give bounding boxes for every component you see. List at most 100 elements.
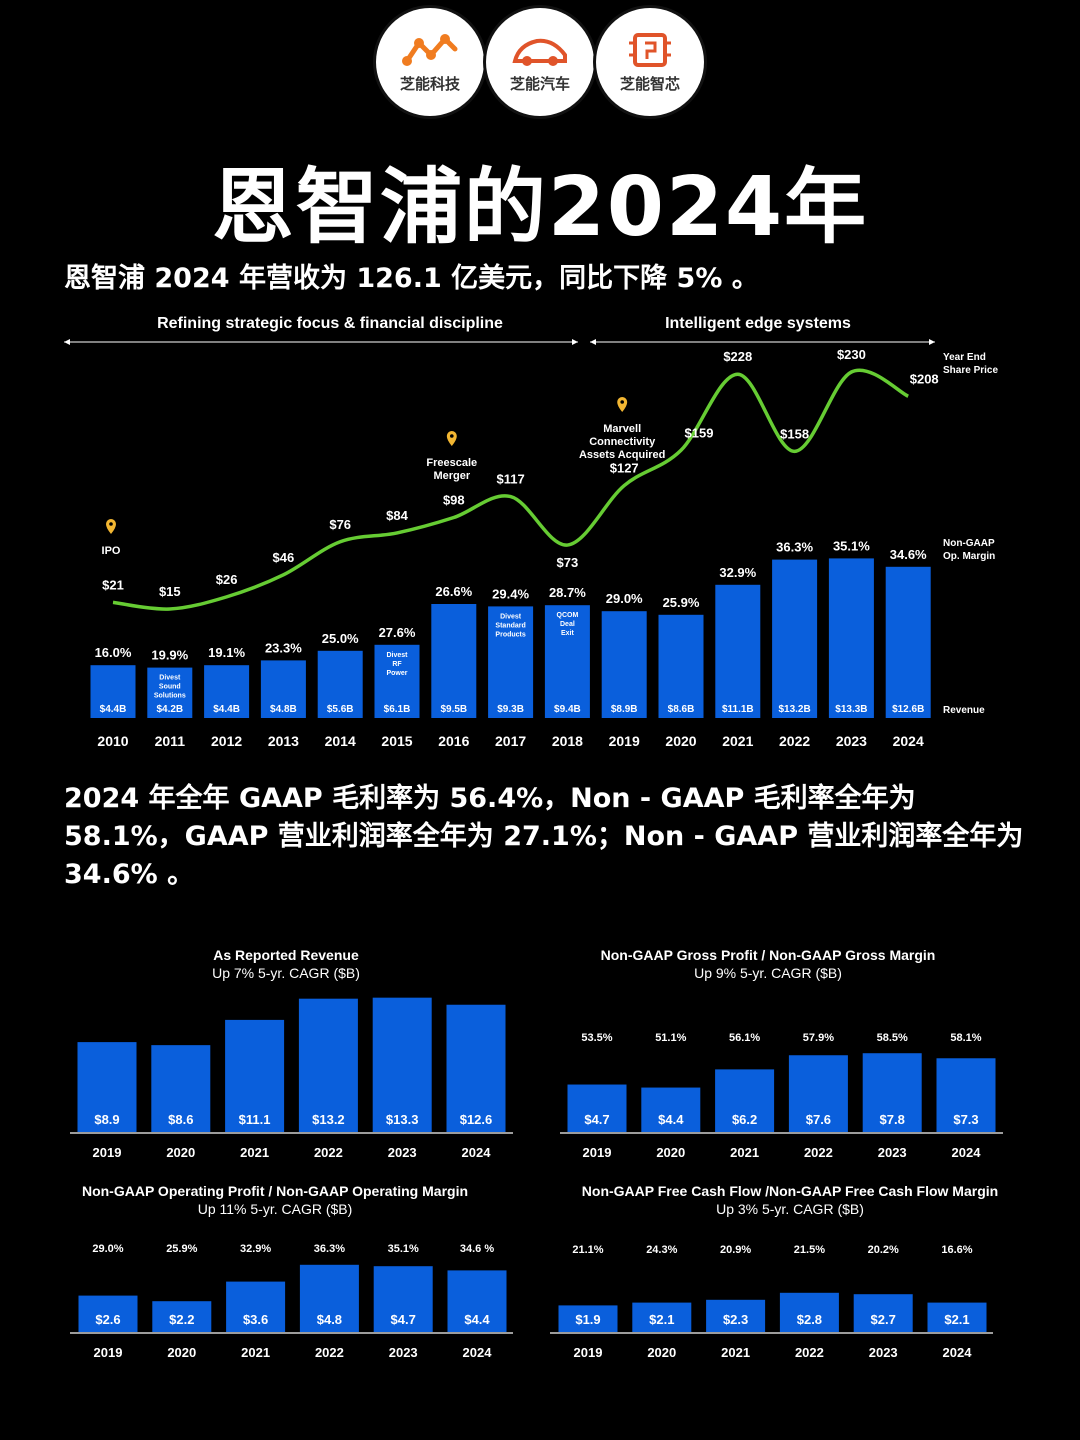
margin-label: 25.9% [663, 595, 700, 610]
panel-bar [226, 1281, 286, 1332]
margin-label: 35.1% [833, 538, 870, 553]
revenue-label: $12.6B [892, 704, 924, 715]
panel-year-label: 2020 [647, 1345, 676, 1360]
panel-year-label: 2024 [462, 1145, 492, 1160]
event-label: IPO [102, 545, 121, 557]
year-label: 2015 [381, 733, 412, 749]
panel-margin-label: 51.1% [655, 1032, 686, 1044]
revenue-bar [204, 665, 250, 718]
panel-bar [706, 1299, 766, 1332]
legend-share-price: Year End [943, 352, 986, 363]
margin-label: 23.3% [265, 640, 302, 655]
revenue-label: $8.9B [611, 704, 638, 715]
logo-row: 芝能科技 芝能汽车 芝能智芯 [0, 8, 1080, 116]
panel-bar [446, 1004, 506, 1132]
panel-year-label: 2021 [241, 1345, 270, 1360]
revenue-label: $9.3B [497, 704, 524, 715]
panel-year-label: 2021 [240, 1145, 269, 1160]
panel-bar [641, 1087, 701, 1132]
location-pin-icon [617, 397, 628, 412]
logo-label: 芝能科技 [399, 74, 460, 93]
revenue-bar [772, 559, 818, 718]
margin-label: 32.9% [719, 565, 756, 580]
revenue-bar [488, 606, 534, 718]
panel-bar [78, 1295, 138, 1332]
panel-year-label: 2024 [463, 1345, 493, 1360]
revenue-bar [715, 584, 761, 718]
bar-note: Deal [560, 621, 575, 628]
revenue-bar [260, 660, 306, 718]
panel-value-label: $11.1 [239, 1112, 271, 1127]
panel-value-label: $13.2 [312, 1112, 345, 1127]
revenue-bar [431, 604, 477, 718]
share-price-label: $73 [557, 555, 579, 570]
location-pin-icon [106, 519, 116, 534]
panel-value-label: $7.6 [806, 1112, 831, 1127]
bar-note: Power [386, 670, 407, 677]
panel-margin-label: 35.1% [388, 1243, 419, 1255]
panel-value-label: $2.3 [723, 1312, 748, 1327]
panel-bar [373, 1266, 433, 1332]
free-cash-flow-chart: Non-GAAP Free Cash Flow /Non-GAAP Free C… [550, 1183, 998, 1360]
margin-label: 36.3% [776, 540, 813, 555]
panel-margin-label: 58.1% [950, 1032, 981, 1044]
revenue-bar [601, 611, 647, 718]
panel-margin-label: 24.3% [646, 1244, 677, 1256]
revenue-bar [374, 644, 420, 718]
panel-bar [77, 1042, 137, 1132]
revenue-summary: 恩智浦 2024 年营收为 126.1 亿美元，同比下降 5% 。 [64, 263, 759, 294]
panel-bar [558, 1305, 618, 1332]
year-label: 2017 [495, 733, 526, 749]
logo-label: 芝能汽车 [509, 74, 570, 93]
panel-year-label: 2022 [804, 1145, 833, 1160]
margin-label: 25.0% [322, 631, 359, 646]
year-label: 2021 [722, 733, 753, 749]
panel-margin-label: 16.6% [941, 1244, 972, 1256]
panel-year-label: 2024 [952, 1145, 982, 1160]
year-label: 2013 [268, 733, 299, 749]
legend-op-margin: Non-GAAP [943, 538, 995, 549]
panel-subtitle: Up 11% 5-yr. CAGR ($B) [198, 1201, 353, 1217]
year-label: 2018 [552, 733, 583, 749]
share-price-label: $228 [723, 349, 752, 364]
logo-label: 芝能智芯 [619, 74, 680, 93]
panel-value-label: $7.8 [880, 1112, 905, 1127]
panel-year-label: 2021 [721, 1345, 750, 1360]
share-price-label: $127 [610, 461, 639, 476]
panel-value-label: $3.6 [243, 1312, 268, 1327]
event-label: Freescale [426, 457, 477, 469]
legend-share-price: Share Price [943, 365, 998, 376]
panel-margin-label: 58.5% [877, 1032, 908, 1044]
margin-label: 19.9% [151, 648, 188, 663]
chip-icon [629, 32, 671, 67]
pin-dot [109, 522, 113, 526]
panel-value-label: $2.7 [871, 1312, 896, 1327]
panel-year-label: 2022 [314, 1145, 343, 1160]
year-label: 2023 [836, 733, 867, 749]
panel-title: Non-GAAP Gross Profit / Non-GAAP Gross M… [601, 947, 936, 963]
panel-value-label: $13.3 [386, 1112, 419, 1127]
margin-label: 29.0% [606, 591, 643, 606]
margin-label: 26.6% [435, 584, 472, 599]
panel-year-label: 2022 [315, 1345, 344, 1360]
panel-year-label: 2020 [167, 1345, 196, 1360]
panel-value-label: $8.9 [94, 1112, 119, 1127]
panel-margin-label: 53.5% [581, 1032, 612, 1044]
panel-margin-label: 56.1% [729, 1032, 760, 1044]
panel-year-label: 2020 [166, 1145, 195, 1160]
share-price-label: $21 [102, 577, 124, 592]
panel-value-label: $2.1 [944, 1312, 969, 1327]
legend-revenue: Revenue [943, 705, 985, 716]
share-price-label: $117 [496, 472, 524, 487]
share-price-label: $15 [159, 584, 181, 599]
share-price-label: $230 [837, 347, 866, 362]
panel-bar [853, 1294, 913, 1332]
panel-subtitle: Up 9% 5-yr. CAGR ($B) [694, 965, 842, 981]
panel-bar [936, 1058, 996, 1132]
panel-bar [225, 1019, 285, 1132]
share-price-label: $46 [273, 550, 295, 565]
revenue-label: $5.6B [327, 704, 354, 715]
panel-margin-label: 32.9% [240, 1243, 271, 1255]
logo-zhineng-chip: 芝能智芯 [596, 8, 704, 116]
gross-profit-chart: Non-GAAP Gross Profit / Non-GAAP Gross M… [560, 947, 1003, 1160]
